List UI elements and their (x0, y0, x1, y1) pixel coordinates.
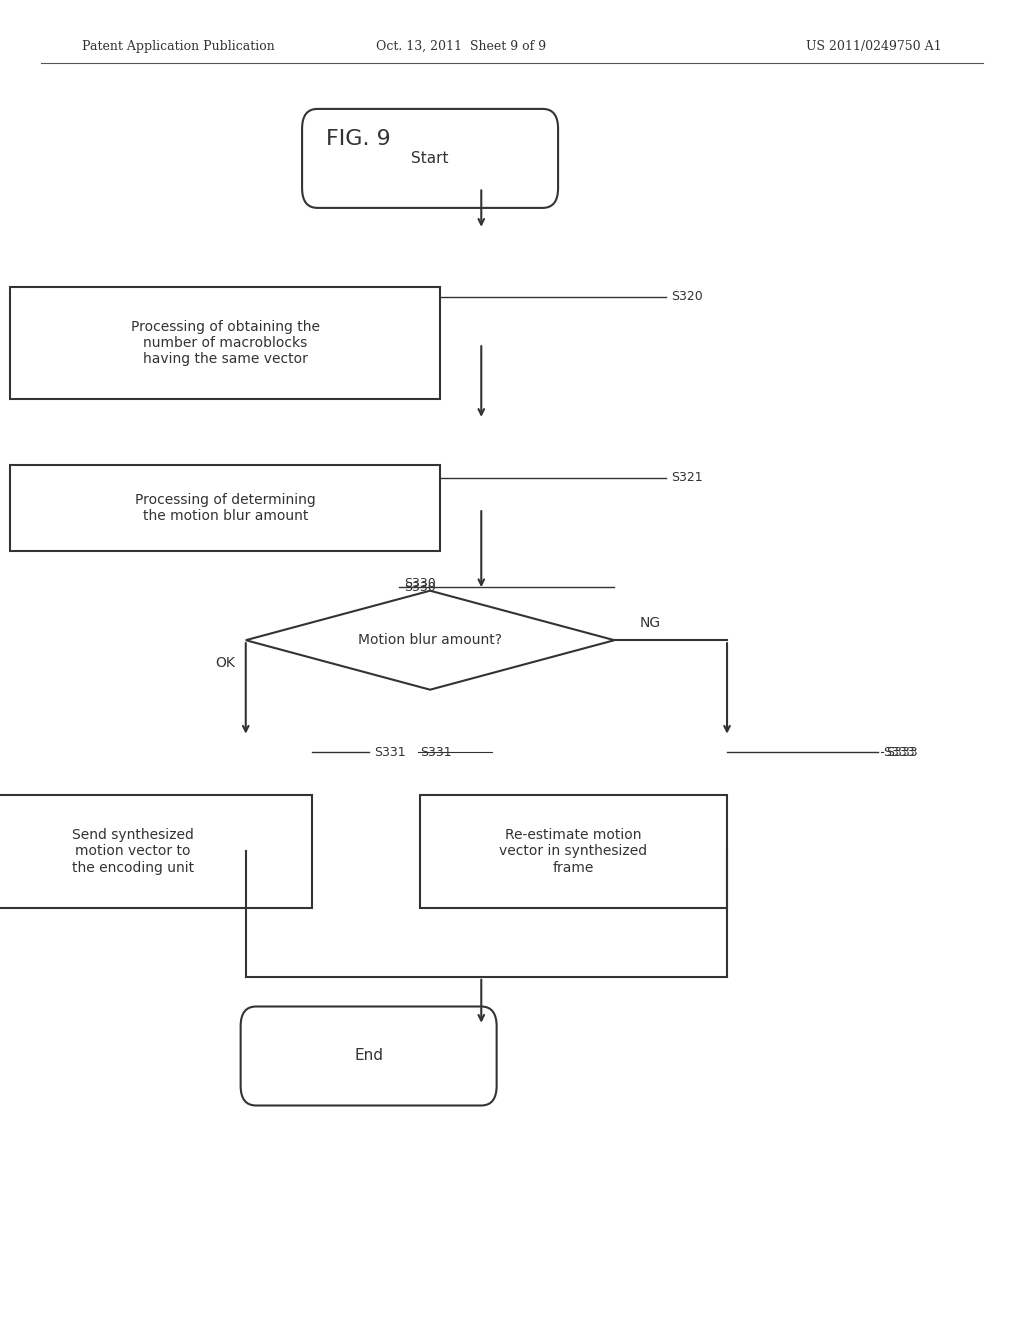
Text: S331: S331 (420, 746, 452, 759)
FancyBboxPatch shape (10, 288, 440, 399)
Text: End: End (354, 1048, 383, 1064)
Text: Processing of determining
the motion blur amount: Processing of determining the motion blu… (135, 494, 315, 523)
Text: S333: S333 (883, 746, 914, 759)
Text: US 2011/0249750 A1: US 2011/0249750 A1 (807, 40, 942, 53)
Text: OK: OK (215, 656, 236, 669)
Text: S330: S330 (404, 577, 436, 590)
Polygon shape (246, 591, 614, 689)
Text: Patent Application Publication: Patent Application Publication (82, 40, 274, 53)
Text: Send synthesized
motion vector to
the encoding unit: Send synthesized motion vector to the en… (72, 828, 195, 875)
Text: Processing of obtaining the
number of macroblocks
having the same vector: Processing of obtaining the number of ma… (131, 319, 319, 367)
Text: S333: S333 (886, 746, 918, 759)
FancyBboxPatch shape (302, 110, 558, 207)
Text: Start: Start (412, 150, 449, 166)
FancyBboxPatch shape (420, 795, 727, 908)
Text: S321: S321 (671, 471, 702, 484)
Text: S320: S320 (671, 290, 702, 304)
Text: Oct. 13, 2011  Sheet 9 of 9: Oct. 13, 2011 Sheet 9 of 9 (376, 40, 546, 53)
Text: FIG. 9: FIG. 9 (326, 128, 391, 149)
Text: S331: S331 (374, 746, 406, 759)
FancyBboxPatch shape (0, 795, 312, 908)
Text: NG: NG (640, 616, 660, 630)
Text: Re-estimate motion
vector in synthesized
frame: Re-estimate motion vector in synthesized… (500, 828, 647, 875)
Text: S330: S330 (404, 581, 436, 594)
Text: Motion blur amount?: Motion blur amount? (358, 634, 502, 647)
FancyBboxPatch shape (10, 466, 440, 552)
FancyBboxPatch shape (241, 1006, 497, 1105)
